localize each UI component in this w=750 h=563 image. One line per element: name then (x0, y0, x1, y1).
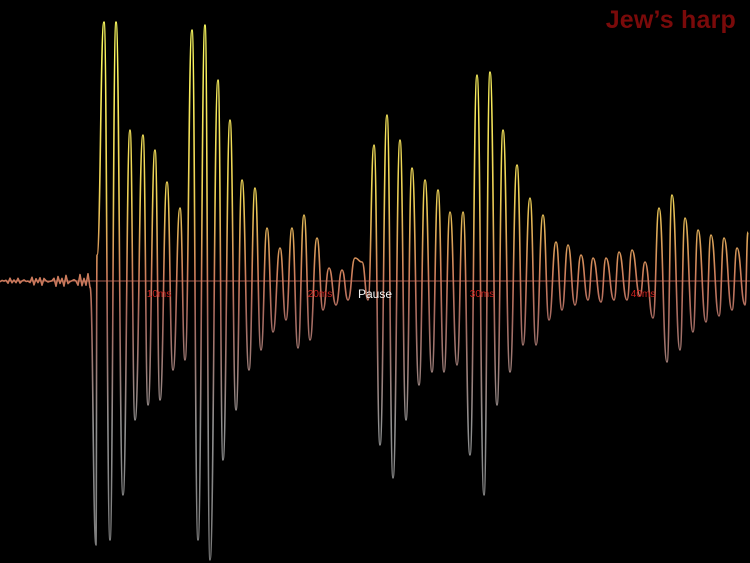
waveform-line (0, 21, 749, 561)
tick-label-10ms: 10ms (146, 289, 172, 300)
tick-label-20ms: 20ms (307, 289, 333, 300)
tick-label-30ms: 30ms (469, 289, 495, 300)
pause-button[interactable]: Pause (358, 287, 393, 301)
instrument-title: Jew’s harp (605, 6, 736, 34)
tick-label-40ms: 40ms (630, 289, 656, 300)
